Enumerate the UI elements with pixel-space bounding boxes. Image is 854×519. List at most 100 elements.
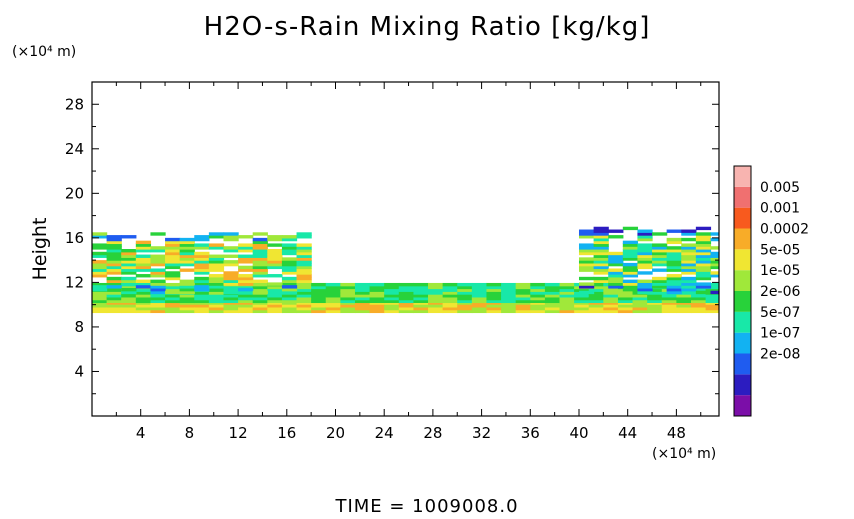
- field-cell: [622, 254, 639, 258]
- field-cell: [544, 288, 561, 292]
- field-cell: [574, 304, 590, 308]
- field-cell: [515, 306, 531, 311]
- field-cell: [544, 299, 561, 304]
- field-cell: [223, 235, 239, 239]
- field-cell: [281, 260, 298, 264]
- field-cell: [398, 304, 415, 308]
- field-cell: [106, 276, 122, 281]
- field-cell: [354, 285, 371, 290]
- x-tick-label: 28: [423, 424, 442, 442]
- field-cell: [135, 306, 152, 311]
- field-cell: [121, 299, 137, 304]
- field-cell: [369, 285, 385, 290]
- field-cell: [413, 296, 429, 301]
- field-cell: [578, 285, 595, 289]
- field-cell: [135, 240, 152, 245]
- field-cell: [208, 294, 225, 298]
- field-cell: [296, 285, 312, 290]
- field-cell: [666, 254, 682, 258]
- field-cell: [165, 257, 181, 261]
- field-cell: [354, 304, 371, 308]
- field-cell: [296, 232, 312, 236]
- field-cell: [135, 285, 152, 289]
- field-cell: [666, 287, 682, 292]
- field-cell: [369, 306, 385, 311]
- field-cell: [428, 296, 444, 301]
- field-cell: [588, 309, 604, 314]
- field-cell: [150, 287, 166, 292]
- field-cell: [695, 268, 712, 272]
- field-cell: [578, 235, 595, 239]
- field-cell: [384, 285, 400, 290]
- field-cell: [267, 306, 283, 311]
- field-cell: [238, 299, 254, 304]
- field-cell: [666, 274, 682, 278]
- field-cell: [413, 306, 429, 311]
- field-cell: [252, 237, 268, 242]
- field-cell: [179, 299, 195, 304]
- field-cell: [106, 291, 122, 295]
- field-cell: [652, 268, 668, 272]
- field-cell: [252, 282, 268, 287]
- field-cell: [92, 251, 108, 256]
- field-cell: [252, 285, 268, 290]
- field-cell: [325, 294, 341, 298]
- field-cell: [135, 309, 152, 314]
- field-cell: [603, 299, 619, 304]
- field-cell: [695, 260, 712, 264]
- field-cell: [354, 299, 371, 304]
- field-cell: [135, 291, 152, 295]
- field-cell: [652, 262, 668, 267]
- field-cell: [544, 291, 561, 295]
- field-cell: [106, 294, 122, 298]
- field-cell: [238, 294, 254, 298]
- field-cell: [369, 309, 385, 314]
- field-cell: [681, 237, 697, 242]
- field-cell: [252, 279, 268, 283]
- field-cell: [710, 246, 719, 250]
- field-cell: [530, 282, 546, 287]
- field-cell: [622, 265, 639, 270]
- field-cell: [354, 291, 371, 295]
- field-cell: [121, 271, 137, 275]
- field-cell: [106, 257, 122, 261]
- field-cell: [150, 260, 166, 264]
- field-cell: [384, 288, 400, 292]
- field-cell: [238, 282, 254, 286]
- field-cell: [238, 279, 254, 283]
- field-cell: [165, 251, 181, 256]
- field-cell: [637, 246, 653, 250]
- field-cell: [486, 309, 502, 314]
- field-cell: [457, 299, 473, 304]
- field-cell: [208, 288, 225, 292]
- field-cell: [574, 306, 590, 311]
- field-cell: [223, 299, 239, 304]
- field-cell: [515, 288, 531, 292]
- field-cell: [681, 276, 697, 281]
- field-cell: [690, 288, 707, 292]
- field-cell: [578, 232, 595, 236]
- field-cell: [252, 262, 268, 267]
- colorbar-swatch: [734, 228, 751, 250]
- field-cell: [501, 306, 517, 311]
- field-cell: [603, 309, 619, 314]
- field-cell: [457, 288, 473, 292]
- field-cell: [179, 240, 195, 245]
- field-cell: [135, 254, 152, 258]
- field-cell: [194, 237, 210, 242]
- field-cell: [515, 304, 531, 308]
- field-cell: [593, 251, 609, 256]
- field-cell: [208, 279, 225, 283]
- field-cell: [135, 274, 152, 278]
- field-cell: [637, 251, 653, 256]
- field-cell: [652, 243, 668, 247]
- field-cell: [603, 291, 619, 295]
- field-cell: [179, 254, 195, 258]
- field-cell: [544, 309, 561, 314]
- field-cell: [471, 306, 488, 311]
- field-cell: [106, 251, 122, 256]
- field-cell: [281, 251, 298, 256]
- colorbar-swatch: [734, 186, 751, 208]
- field-cell: [238, 260, 254, 264]
- field-cell: [652, 249, 668, 253]
